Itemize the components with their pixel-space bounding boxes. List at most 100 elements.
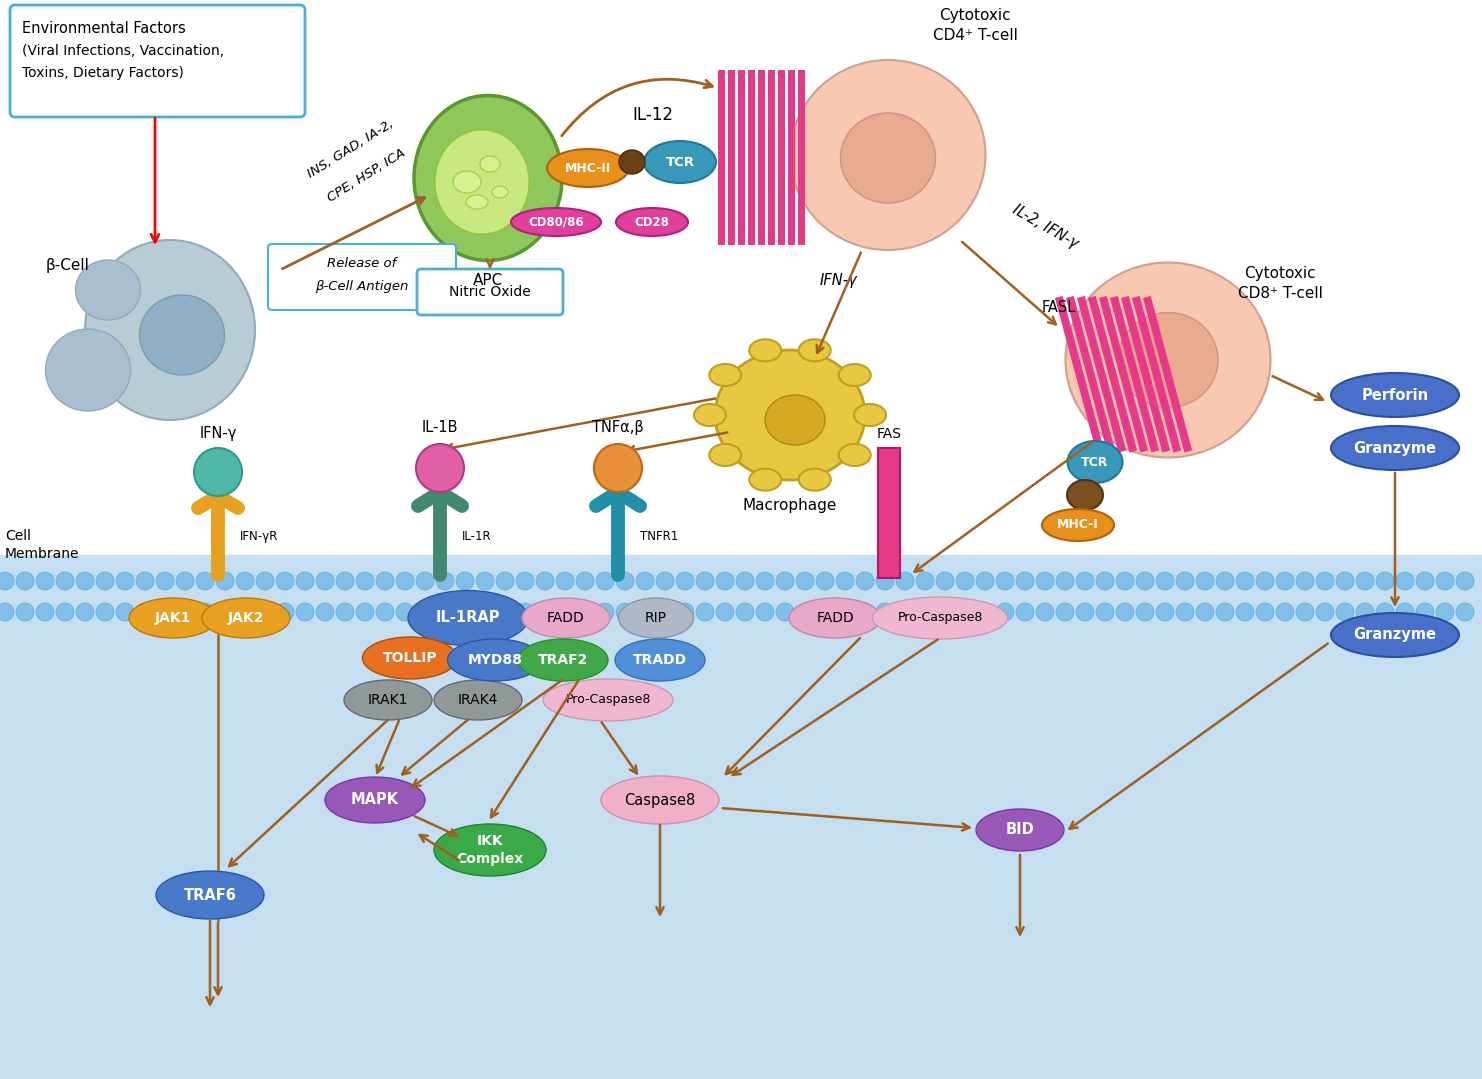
Circle shape	[1137, 572, 1154, 590]
Circle shape	[216, 572, 234, 590]
Circle shape	[1017, 572, 1034, 590]
Circle shape	[436, 603, 453, 622]
Circle shape	[977, 603, 994, 622]
Circle shape	[1295, 603, 1315, 622]
Text: IL-1RAP: IL-1RAP	[436, 611, 501, 626]
Text: IL-1R: IL-1R	[462, 530, 492, 543]
Bar	[1088, 296, 1137, 452]
Text: CD28: CD28	[634, 216, 670, 229]
Circle shape	[576, 603, 594, 622]
Circle shape	[116, 603, 133, 622]
Circle shape	[937, 603, 954, 622]
Circle shape	[1156, 572, 1174, 590]
Circle shape	[536, 603, 554, 622]
Ellipse shape	[839, 443, 871, 466]
Circle shape	[676, 572, 694, 590]
Text: Cell
Membrane: Cell Membrane	[4, 529, 80, 561]
Text: TOLLIP: TOLLIP	[382, 651, 437, 665]
Circle shape	[1455, 603, 1475, 622]
Circle shape	[316, 572, 333, 590]
Ellipse shape	[76, 260, 141, 320]
Bar	[1077, 296, 1126, 452]
Text: IL-1B: IL-1B	[422, 420, 458, 435]
Bar	[788, 70, 794, 245]
Circle shape	[857, 572, 874, 590]
Circle shape	[796, 572, 814, 590]
Circle shape	[356, 572, 373, 590]
Circle shape	[396, 603, 413, 622]
Ellipse shape	[1067, 441, 1122, 483]
Circle shape	[857, 603, 874, 622]
Text: TNFα,β: TNFα,β	[593, 420, 643, 435]
Ellipse shape	[645, 141, 716, 183]
Circle shape	[596, 572, 614, 590]
Circle shape	[0, 603, 13, 622]
Text: IKK
Complex: IKK Complex	[456, 834, 523, 866]
Text: IFN-γ: IFN-γ	[199, 426, 237, 441]
Ellipse shape	[434, 680, 522, 720]
Circle shape	[16, 603, 34, 622]
Circle shape	[0, 572, 13, 590]
Ellipse shape	[977, 809, 1064, 851]
Ellipse shape	[765, 395, 825, 445]
Circle shape	[1436, 603, 1454, 622]
Text: INS, GAD, IA-2,: INS, GAD, IA-2,	[305, 118, 396, 181]
Circle shape	[336, 603, 354, 622]
Text: IFN-γR: IFN-γR	[240, 530, 279, 543]
Text: CD80/86: CD80/86	[528, 216, 584, 229]
Text: IL-12: IL-12	[633, 106, 673, 124]
Text: β-Cell Antigen: β-Cell Antigen	[316, 279, 409, 293]
Ellipse shape	[511, 208, 602, 236]
Circle shape	[476, 603, 494, 622]
Circle shape	[376, 603, 394, 622]
Circle shape	[236, 603, 253, 622]
Circle shape	[76, 603, 93, 622]
Circle shape	[1375, 603, 1395, 622]
Ellipse shape	[854, 404, 886, 426]
Bar	[728, 70, 735, 245]
Ellipse shape	[618, 598, 694, 638]
Circle shape	[1156, 603, 1174, 622]
Ellipse shape	[129, 598, 216, 638]
Text: APC: APC	[473, 273, 502, 288]
Circle shape	[697, 603, 714, 622]
Circle shape	[657, 603, 674, 622]
Circle shape	[617, 572, 634, 590]
Ellipse shape	[710, 443, 741, 466]
Circle shape	[194, 448, 242, 496]
Circle shape	[996, 572, 1014, 590]
Circle shape	[1196, 572, 1214, 590]
Circle shape	[1036, 572, 1054, 590]
Bar	[778, 70, 785, 245]
Bar	[1143, 296, 1192, 452]
Ellipse shape	[619, 150, 645, 174]
Circle shape	[897, 572, 914, 590]
Circle shape	[416, 603, 434, 622]
Text: IRAK4: IRAK4	[458, 693, 498, 707]
Bar	[0, 0, 1482, 555]
Circle shape	[436, 572, 453, 590]
Text: MYD88: MYD88	[467, 653, 523, 667]
Circle shape	[1375, 572, 1395, 590]
Text: CD8⁺ T-cell: CD8⁺ T-cell	[1237, 286, 1322, 301]
Bar	[1120, 296, 1171, 452]
Text: CD4⁺ T-cell: CD4⁺ T-cell	[932, 28, 1018, 43]
Circle shape	[617, 603, 634, 622]
Circle shape	[817, 603, 834, 622]
Circle shape	[1257, 603, 1275, 622]
Circle shape	[956, 603, 974, 622]
Circle shape	[116, 572, 133, 590]
Circle shape	[1415, 572, 1435, 590]
Circle shape	[657, 572, 674, 590]
Bar	[738, 70, 745, 245]
Circle shape	[596, 603, 614, 622]
Circle shape	[916, 603, 934, 622]
Text: MHC-I: MHC-I	[1057, 519, 1098, 532]
Circle shape	[716, 572, 734, 590]
Circle shape	[196, 603, 213, 622]
Text: FADD: FADD	[817, 611, 854, 625]
Circle shape	[16, 572, 34, 590]
Text: Pro-Caspase8: Pro-Caspase8	[897, 612, 983, 625]
Circle shape	[956, 572, 974, 590]
FancyBboxPatch shape	[10, 5, 305, 117]
